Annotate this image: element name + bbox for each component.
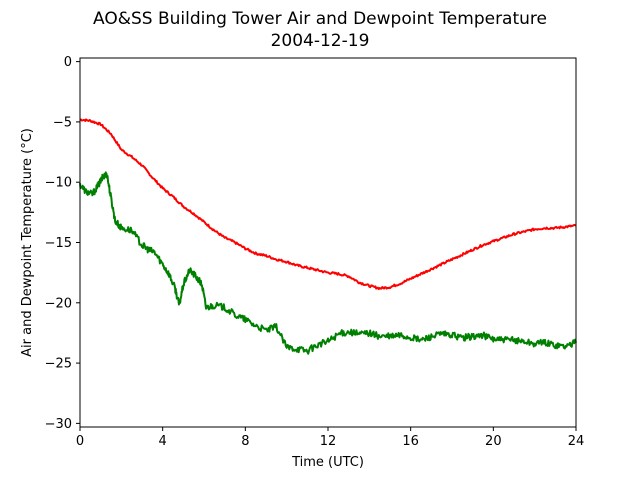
series-line-dewpoint-temperature xyxy=(79,171,577,355)
x-tick-label: 8 xyxy=(241,434,249,449)
y-tick-label: −20 xyxy=(45,296,72,311)
chart-title: AO&SS Building Tower Air and Dewpoint Te… xyxy=(93,9,547,29)
y-tick-label: −5 xyxy=(53,115,72,130)
x-tick-label: 0 xyxy=(76,434,84,449)
x-tick-label: 12 xyxy=(320,434,337,449)
series-line-air-temperature xyxy=(79,118,577,291)
y-tick-label: −25 xyxy=(45,357,72,372)
y-axis-label: Air and Dewpoint Temperature (°C) xyxy=(20,128,35,357)
chart-subtitle: 2004-12-19 xyxy=(271,31,370,51)
ticks-layer: 0 4 8 12 16 20 24 0 −5 −10 −15 −20 −25 −30 xyxy=(45,55,585,449)
y-tick-label: 0 xyxy=(64,55,72,70)
x-tick-label: 20 xyxy=(485,434,502,449)
series-layer xyxy=(79,118,577,355)
y-tick-label: −30 xyxy=(45,417,72,432)
x-tick-label: 24 xyxy=(568,434,585,449)
x-tick-label: 16 xyxy=(402,434,419,449)
x-axis-label: Time (UTC) xyxy=(291,455,364,470)
y-tick-label: −15 xyxy=(45,236,72,251)
x-tick-label: 4 xyxy=(159,434,167,449)
plot-frame xyxy=(79,57,577,428)
y-tick-label: −10 xyxy=(45,176,72,191)
